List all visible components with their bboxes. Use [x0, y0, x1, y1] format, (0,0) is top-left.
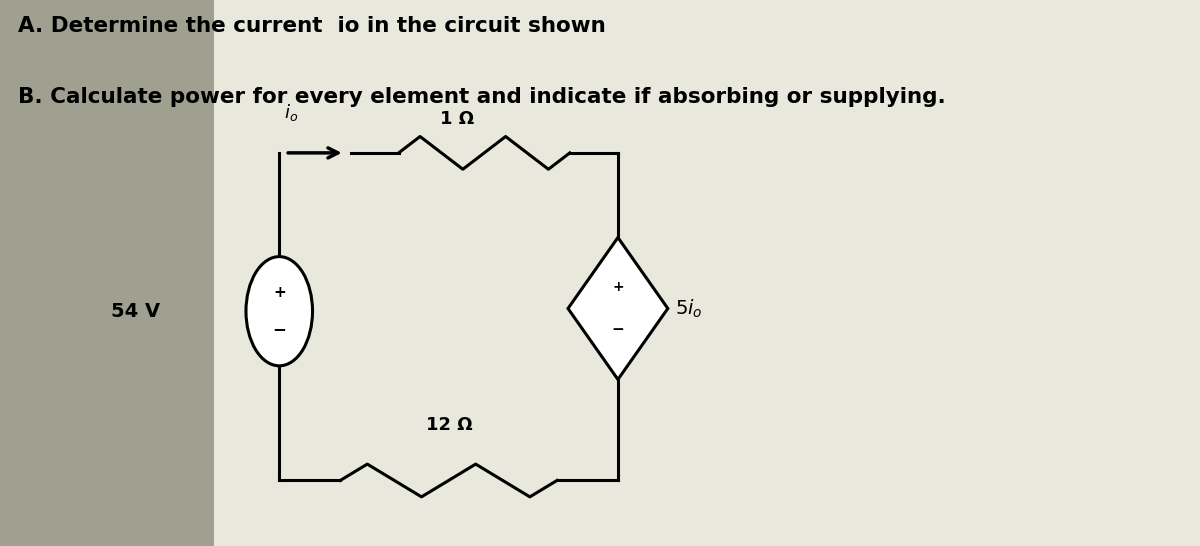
Text: A. Determine the current  io in the circuit shown: A. Determine the current io in the circu… [18, 16, 606, 37]
Text: −: − [612, 322, 624, 337]
Bar [0, 0, 214, 546]
Ellipse shape [246, 257, 312, 366]
Text: +: + [272, 284, 286, 300]
Text: +: + [612, 280, 624, 294]
Text: 12 Ω: 12 Ω [426, 416, 473, 434]
Text: 54 V: 54 V [112, 302, 161, 321]
Text: B. Calculate power for every element and indicate if absorbing or supplying.: B. Calculate power for every element and… [18, 87, 946, 108]
Polygon shape [568, 238, 668, 379]
Text: $i_o$: $i_o$ [284, 102, 299, 123]
Text: $5i_o$: $5i_o$ [674, 298, 702, 319]
Text: 1 Ω: 1 Ω [440, 110, 474, 128]
Text: −: − [272, 320, 286, 337]
